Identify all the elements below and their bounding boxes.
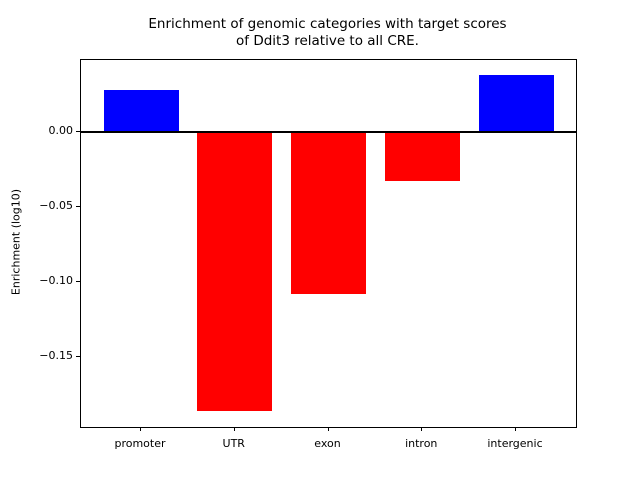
y-tick-mark xyxy=(76,130,80,132)
bar-exon xyxy=(291,131,366,294)
plot-area xyxy=(80,59,577,428)
y-tick-mark xyxy=(76,280,80,282)
bar-intergenic xyxy=(478,74,554,132)
bar-intron xyxy=(384,131,460,182)
y-tick-mark xyxy=(76,355,80,357)
chart-title: Enrichment of genomic categories with ta… xyxy=(148,16,507,49)
x-tick-mark xyxy=(233,427,235,431)
zero-line xyxy=(81,130,576,133)
x-tick-mark xyxy=(140,427,141,431)
x-tick-label-promoter: promoter xyxy=(114,437,166,450)
x-tick-label-intron: intron xyxy=(405,437,438,450)
x-tick-mark xyxy=(327,427,329,431)
x-tick-label-UTR: UTR xyxy=(222,437,245,450)
bar-promoter xyxy=(103,89,179,132)
x-tick-label-exon: exon xyxy=(314,437,341,450)
bar-UTR xyxy=(197,131,273,411)
y-tick-label: 0.00 xyxy=(48,123,74,137)
x-tick-mark xyxy=(421,427,423,431)
y-tick-mark xyxy=(76,205,80,207)
x-tick-mark xyxy=(515,427,516,431)
y-tick-label: −0.05 xyxy=(39,198,73,212)
x-tick-label-intergenic: intergenic xyxy=(487,437,543,450)
y-tick-label: −0.15 xyxy=(39,348,73,362)
y-tick-label: −0.10 xyxy=(39,273,73,287)
